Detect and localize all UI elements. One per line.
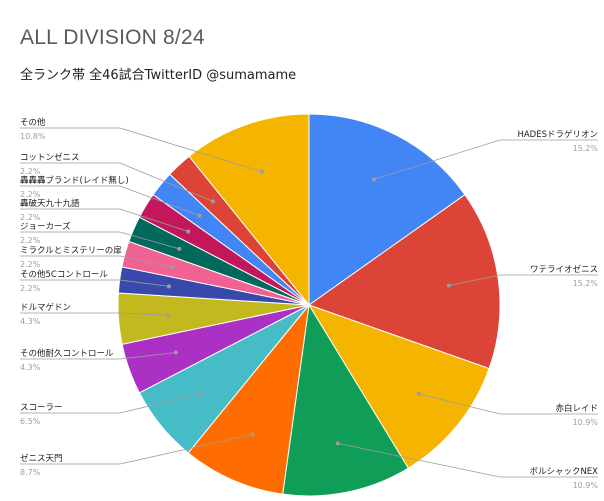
leader-dot: [210, 199, 215, 204]
leader-line: [20, 279, 169, 287]
leader-dot: [250, 432, 255, 437]
chart-subtitle: 全ランク帯 全46試合TwitterID @sumamame: [20, 68, 297, 83]
slice-label: ワテライオゼニス: [530, 264, 598, 275]
slice-label: HADESドラゲリオン: [517, 129, 598, 140]
leader-dot: [173, 350, 178, 355]
leader-line: [20, 255, 173, 268]
slice-label: ドルマゲドン: [20, 302, 71, 313]
pie-slice: [282, 303, 409, 497]
slice-label: その他5Cコントロール: [20, 269, 108, 280]
slice-label: その他耐久コントロール: [20, 348, 114, 359]
leader-line: [20, 162, 214, 202]
leader-dot: [166, 284, 171, 289]
leader-dot: [446, 283, 451, 288]
slice-percent-label: 6.5%: [20, 417, 41, 426]
leader-line: [20, 393, 200, 414]
slice-percent-label: 2.2%: [20, 213, 41, 222]
slice-label: ゼニス天門: [20, 453, 63, 464]
leader-dot: [170, 265, 175, 270]
leader-line: [20, 231, 180, 250]
pie-slice: [307, 193, 501, 370]
leader-line: [373, 139, 598, 180]
pie-labels: HADESドラゲリオン 15.2% ワテライオゼニス 15.2% 赤白レイド 10.9% ボ…: [20, 117, 598, 490]
slice-label: 轟轟轟ブランド(レイド無し): [20, 175, 129, 186]
slice-percent-label: 8.7%: [20, 468, 41, 477]
slice-percent-label: 15.2%: [573, 279, 599, 288]
slice-percent-label: 10.8%: [20, 132, 46, 141]
slice-percent-label: 4.3%: [20, 363, 41, 372]
slice-percent-label: 2.2%: [20, 236, 41, 245]
pie-slice: [308, 113, 466, 306]
pie-leader-lines: [20, 127, 598, 478]
leader-dot: [335, 441, 340, 446]
leader-dot: [416, 392, 421, 397]
chart-title: ALL DIVISION 8/24: [20, 26, 205, 49]
slice-label: ミラクルとミステリーの扉: [20, 245, 122, 256]
slice-label: ボルシャックNEX: [529, 467, 598, 477]
leader-line: [418, 393, 598, 415]
slice-label: コットンゼニス: [20, 152, 80, 163]
leader-line: [20, 312, 169, 316]
slice-label: 赤白レイド: [555, 403, 598, 414]
leader-dot: [166, 313, 171, 318]
leader-dot: [197, 213, 202, 218]
slice-label: 轟破天九十九語: [20, 198, 80, 209]
slice-label: その他: [20, 117, 46, 128]
leader-line: [337, 443, 598, 478]
slice-percent-label: 2.2%: [20, 260, 41, 269]
pie-slice: [187, 303, 310, 495]
slice-percent-label: 2.2%: [20, 167, 41, 176]
leader-dot: [186, 229, 191, 234]
pie-slice: [307, 304, 490, 469]
leader-line: [20, 352, 176, 360]
slice-label: スコーラー: [20, 403, 63, 413]
leader-line: [20, 208, 189, 232]
leader-line: [448, 274, 598, 286]
slice-percent-label: 4.3%: [20, 317, 41, 326]
slice-percent-label: 10.9%: [573, 481, 599, 490]
slice-percent-label: 10.9%: [573, 418, 599, 427]
slice-percent-label: 2.2%: [20, 190, 41, 199]
slice-percent-label: 15.2%: [573, 144, 599, 153]
pie-slices: [117, 113, 501, 497]
slice-percent-label: 2.2%: [20, 284, 41, 293]
leader-line: [20, 127, 263, 173]
leader-dot: [259, 169, 264, 174]
leader-dot: [371, 177, 376, 182]
leader-line: [20, 434, 253, 465]
leader-line: [20, 185, 200, 216]
pie-slice: [188, 113, 310, 307]
leader-dot: [177, 246, 182, 251]
slice-label: ジョーカーズ: [20, 221, 71, 232]
leader-dot: [197, 392, 202, 397]
